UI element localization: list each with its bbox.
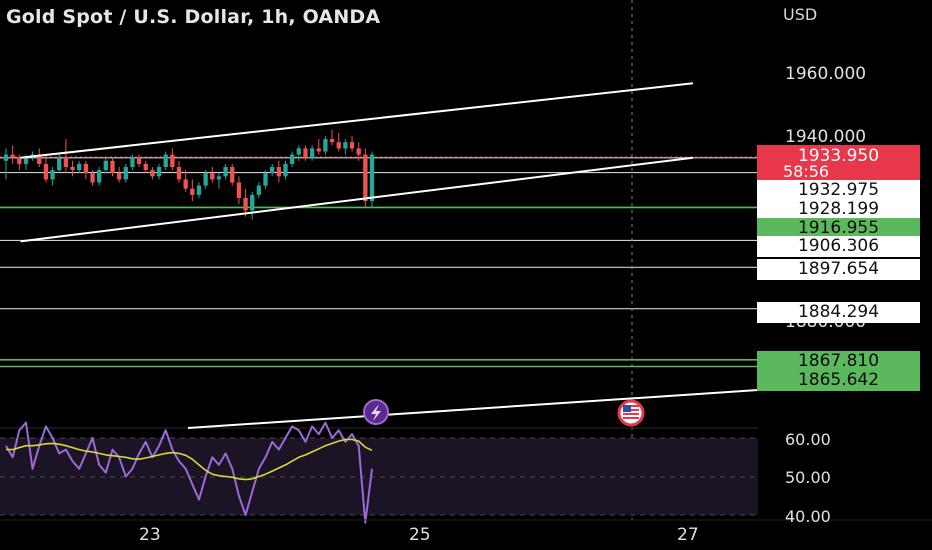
rsi-tick: 60.00 xyxy=(785,430,831,449)
candle xyxy=(196,182,202,198)
price-badge: 1884.294 xyxy=(757,302,920,323)
candle xyxy=(170,148,175,171)
candle xyxy=(276,160,281,183)
rsi-trendline xyxy=(187,389,759,429)
date-tick: 25 xyxy=(409,525,431,545)
rsi-tick: 40.00 xyxy=(785,507,831,526)
rsi-series xyxy=(5,421,373,524)
candle xyxy=(256,182,262,198)
candle xyxy=(329,129,335,146)
price-tick: 1960.000 xyxy=(785,64,867,84)
candle xyxy=(343,139,348,155)
candle xyxy=(17,154,22,171)
live-price-value: 1933.950 xyxy=(797,146,880,166)
date-tick: 23 xyxy=(139,525,161,545)
candle xyxy=(316,139,321,155)
channel-lower xyxy=(20,156,694,243)
candle xyxy=(90,170,95,186)
candle xyxy=(150,167,155,180)
date-tick: 27 xyxy=(677,525,699,545)
candle xyxy=(203,170,208,189)
candle xyxy=(243,188,248,217)
candle xyxy=(103,157,108,174)
candle xyxy=(349,136,355,152)
channel-upper xyxy=(20,82,694,159)
candle xyxy=(210,167,215,183)
candle xyxy=(63,139,69,174)
candle xyxy=(216,173,222,189)
candle xyxy=(136,154,142,167)
candle xyxy=(369,151,375,208)
candle xyxy=(230,163,235,186)
candle xyxy=(123,163,128,183)
candle xyxy=(110,157,115,177)
candle xyxy=(116,167,122,183)
candle xyxy=(309,145,315,161)
candle xyxy=(263,170,268,189)
candle xyxy=(143,160,148,174)
currency-label[interactable]: USD xyxy=(783,5,818,24)
candle xyxy=(130,154,135,171)
price-badge: 1928.199 xyxy=(757,199,920,220)
candle xyxy=(83,160,89,180)
candle xyxy=(176,160,182,183)
candle xyxy=(190,179,195,202)
candle xyxy=(43,157,49,183)
candle xyxy=(356,142,361,161)
price-badge: 1865.642 xyxy=(757,370,920,391)
price-badge: 1932.975 xyxy=(757,180,920,201)
trendlines xyxy=(20,82,694,243)
candle xyxy=(250,191,255,220)
live-price-badge: 1933.950 xyxy=(757,145,920,181)
candle xyxy=(10,145,15,164)
rsi-tick: 50.00 xyxy=(785,468,831,487)
candle xyxy=(289,151,295,167)
lightning-icon[interactable] xyxy=(363,399,389,425)
us-flag-icon[interactable] xyxy=(617,399,645,427)
rsi-line xyxy=(5,421,373,524)
candle xyxy=(70,160,75,177)
candle xyxy=(336,132,341,152)
candle xyxy=(77,160,82,174)
rsi-ma-line xyxy=(6,438,373,481)
bar-countdown: 58:56 xyxy=(783,162,830,181)
candle xyxy=(236,176,242,205)
price-badge: 1867.810 xyxy=(757,351,920,372)
price-badge: 1906.306 xyxy=(757,236,920,257)
candle xyxy=(183,170,188,192)
candle xyxy=(223,163,228,180)
chart-title: Gold Spot / U.S. Dollar, 1h, OANDA xyxy=(6,6,381,28)
candle xyxy=(156,163,162,180)
candle xyxy=(3,148,9,180)
candle xyxy=(163,151,168,171)
candle xyxy=(97,167,102,186)
candle xyxy=(50,167,55,186)
price-badge: 1897.654 xyxy=(757,259,920,280)
candlestick-series xyxy=(3,129,375,220)
candle xyxy=(303,145,308,161)
candle xyxy=(283,160,288,180)
price-badge: 1916.955 xyxy=(757,218,920,239)
candle xyxy=(37,148,42,167)
candle xyxy=(270,163,275,177)
candle xyxy=(296,145,301,161)
price-tick: 1940.000 xyxy=(785,127,867,147)
candle xyxy=(57,154,62,174)
candle xyxy=(323,136,328,155)
